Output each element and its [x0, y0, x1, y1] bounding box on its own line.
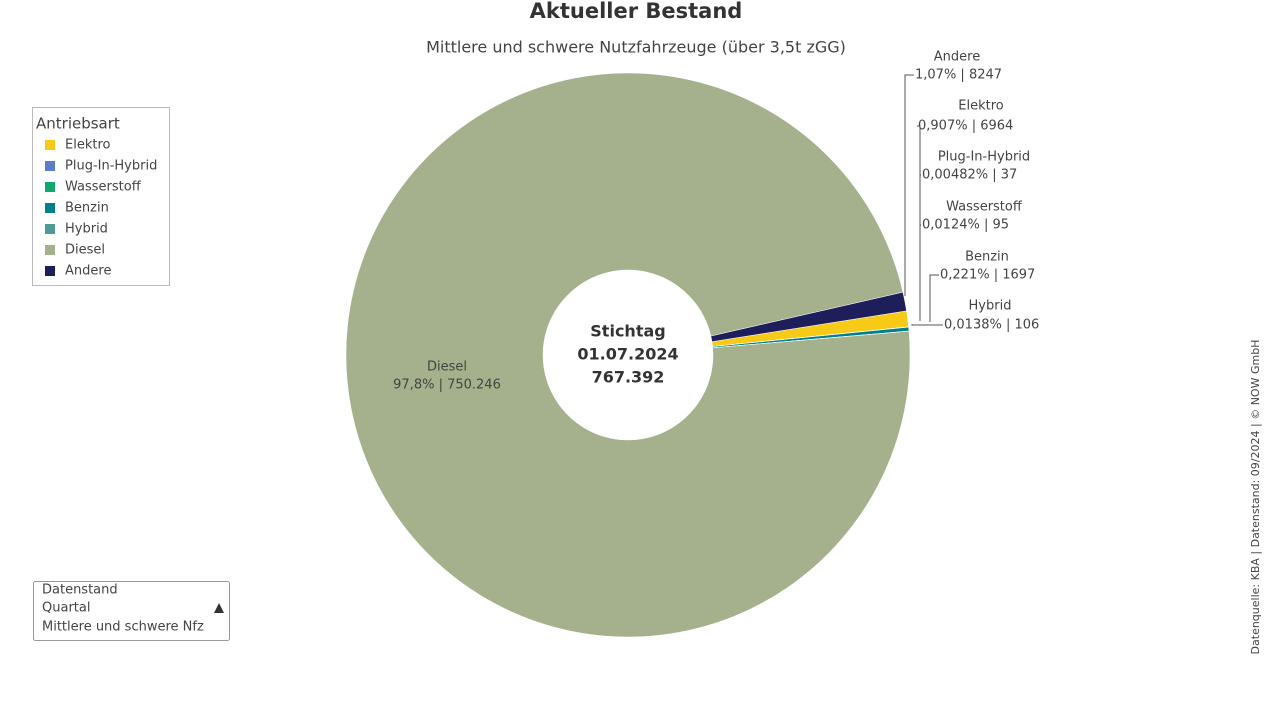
- chart-title: Aktueller Bestand: [530, 0, 743, 23]
- leader-line: [904, 74, 914, 296]
- filter-text: Quartal: [42, 601, 90, 616]
- slice-label-name: Diesel: [427, 360, 467, 375]
- legend-label: Elektro: [65, 138, 111, 153]
- legend-swatch: [45, 266, 55, 276]
- slice-label-name: Elektro: [958, 99, 1004, 114]
- legend-label: Benzin: [65, 201, 109, 216]
- chart-subtitle: Mittlere und schwere Nutzfahrzeuge (über…: [426, 38, 846, 57]
- legend-swatch: [45, 224, 55, 234]
- slice-label-value: 0,00482% | 37: [922, 168, 1017, 183]
- slice-label-name: Benzin: [965, 250, 1009, 265]
- legend-label: Wasserstoff: [65, 180, 142, 195]
- slice-label-value: 0,907% | 6964: [918, 119, 1013, 134]
- slice-label-name: Hybrid: [969, 299, 1012, 314]
- slice-label-value: 1,07% | 8247: [915, 68, 1002, 83]
- leader-line: [911, 324, 943, 326]
- filter-arrow[interactable]: [214, 603, 224, 613]
- filter-text: Mittlere und schwere Nfz: [42, 620, 204, 635]
- legend-swatch: [45, 140, 55, 150]
- slice-label-name: Wasserstoff: [946, 200, 1023, 215]
- slice-label-value: 0,221% | 1697: [940, 268, 1035, 283]
- legend-box: [32, 107, 170, 286]
- center-text: Stichtag: [590, 322, 665, 341]
- slice-label-name: Andere: [934, 50, 980, 65]
- legend-swatch: [45, 203, 55, 213]
- center-text: 767.392: [592, 368, 665, 387]
- filter-text: Datenstand: [42, 583, 118, 598]
- slice-label-value: 0,0124% | 95: [922, 218, 1009, 233]
- slice-label-name: Plug-In-Hybrid: [938, 150, 1030, 165]
- source-note: Datenquelle: KBA | Datenstand: 09/2024 |…: [1249, 340, 1262, 655]
- legend-title: Antriebsart: [36, 115, 120, 133]
- legend-swatch: [45, 182, 55, 192]
- legend-label: Diesel: [65, 243, 105, 258]
- legend-label: Andere: [65, 264, 111, 279]
- legend-label: Plug-In-Hybrid: [65, 159, 157, 174]
- legend-swatch: [45, 161, 55, 171]
- slice-label-value: 97,8% | 750.246: [393, 378, 501, 393]
- pie-slice: [710, 291, 907, 342]
- leader-line: [919, 224, 921, 321]
- leader-line: [929, 274, 939, 322]
- pie-slice: [345, 72, 911, 638]
- slice-label-value: 0,0138% | 106: [944, 318, 1039, 333]
- legend-swatch: [45, 245, 55, 255]
- filter-box[interactable]: [33, 581, 230, 641]
- center-text: 01.07.2024: [577, 345, 678, 364]
- legend-label: Hybrid: [65, 222, 108, 237]
